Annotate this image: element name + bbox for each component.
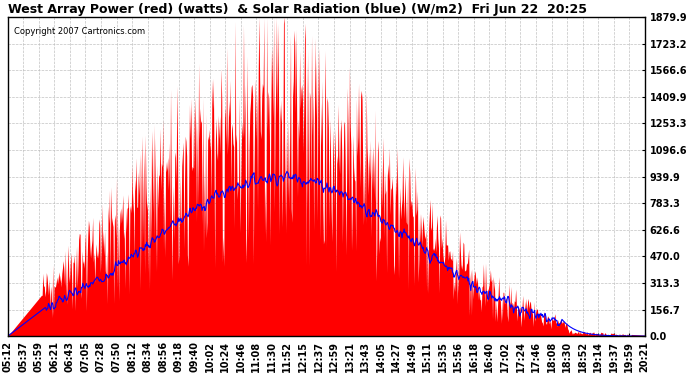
Text: West Array Power (red) (watts)  & Solar Radiation (blue) (W/m2)  Fri Jun 22  20:: West Array Power (red) (watts) & Solar R… — [8, 3, 586, 16]
Text: Copyright 2007 Cartronics.com: Copyright 2007 Cartronics.com — [14, 27, 146, 36]
